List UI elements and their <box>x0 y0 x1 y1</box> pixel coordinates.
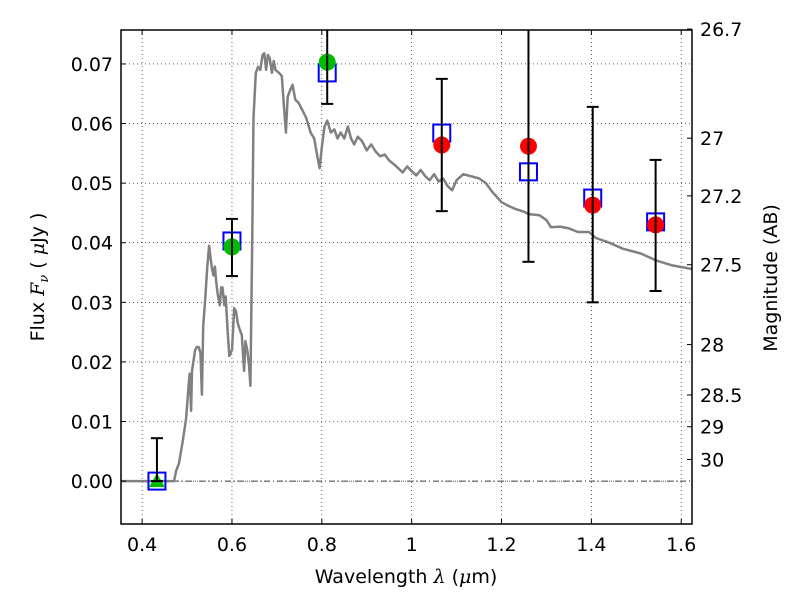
ticks-group: 0.4 0.6 0.8 1 1.2 1.4 1.6 0.00 0.01 0.02 0.03 0.04 0… <box>71 19 743 556</box>
y-axis-label-unit-open: ( <box>27 255 49 275</box>
axes-frame <box>120 29 693 525</box>
y-tick-label: 0.07 <box>71 54 113 76</box>
x-tick-label: 0.6 <box>217 534 247 556</box>
x-axis-label-unit-symbol: μ <box>459 566 471 588</box>
y2-axis-label: Magnitude (AB) <box>760 204 782 352</box>
y2-tick-label: 29 <box>700 417 724 439</box>
x-tick-label: 1 <box>406 534 418 556</box>
y-tick-label: 0.06 <box>71 114 113 136</box>
x-tick-label: 1.4 <box>576 534 606 556</box>
y-tick-label: 0.03 <box>71 292 113 314</box>
y2-tick-label: 30 <box>700 449 724 471</box>
x-axis-label-unit-rest: m) <box>471 566 497 588</box>
errorbar-group <box>150 30 662 483</box>
y-axis-label-symbol: F <box>27 282 49 297</box>
y-axis-label: Flux Fν ( μJy ) <box>27 213 52 342</box>
y-tick-label: 0.04 <box>71 233 113 255</box>
y2-tick-label: 28.5 <box>700 385 742 407</box>
x-tick-label: 1.2 <box>486 534 516 556</box>
x-axis-label-text: Wavelength <box>315 566 434 588</box>
x-axis-label-symbol: λ <box>432 566 445 588</box>
x-tick-label: 0.4 <box>127 534 157 556</box>
spectrum-group <box>121 51 692 483</box>
y-tick-label: 0.02 <box>71 352 113 374</box>
x-axis-label-unit-open: ( <box>446 566 459 588</box>
y-tick-label: 0.01 <box>71 412 113 434</box>
y2-tick-label: 27.5 <box>700 255 742 277</box>
y2-tick-label: 27 <box>700 128 724 150</box>
y-axis-label-text: Flux <box>27 296 49 342</box>
y2-tick-label: 26.7 <box>700 19 742 41</box>
y-tick-label: 0.05 <box>71 173 113 195</box>
y-tick-label: 0.00 <box>71 471 113 493</box>
y-axis-label-unit-symbol: μ <box>27 243 49 255</box>
x-tick-label: 0.8 <box>307 534 337 556</box>
spectrum-line <box>121 51 692 483</box>
x-axis-label: Wavelength λ (μm) <box>315 566 498 588</box>
y-axis-label-subscript: ν <box>37 275 52 283</box>
y2-tick-label: 27.2 <box>700 186 742 208</box>
y-axis-label-unit-rest: Jy ) <box>27 213 49 244</box>
x-tick-label: 1.6 <box>666 534 696 556</box>
y2-tick-label: 28 <box>700 335 724 357</box>
